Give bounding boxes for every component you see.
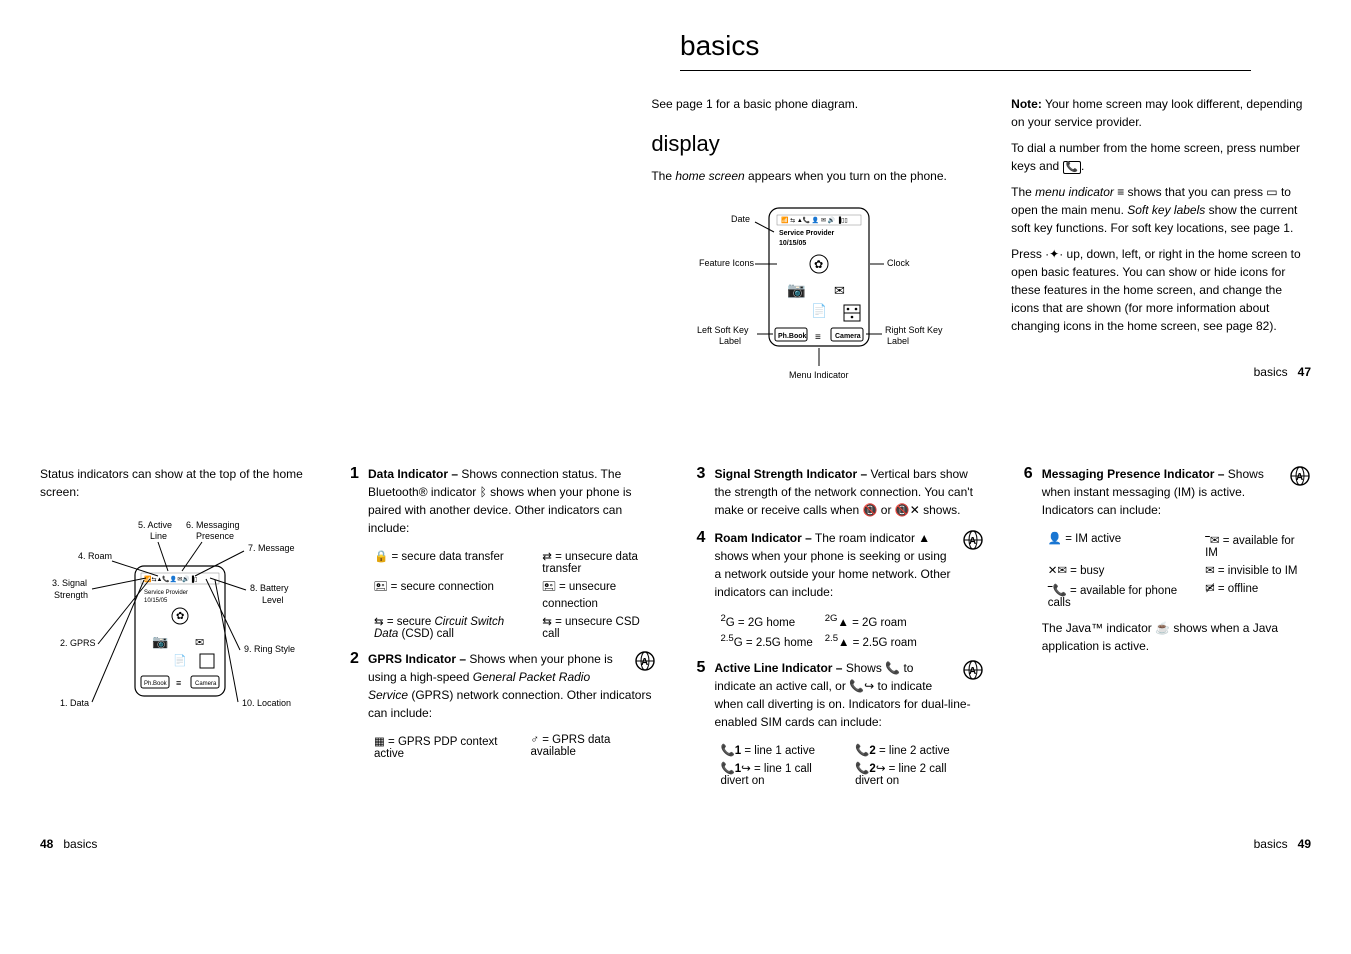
svg-text:Menu Indicator: Menu Indicator <box>789 370 849 380</box>
status-diagram: 📶⇆▲📞👤✉🔊▐▯ Service Provider 10/15/05 ✿ 📷 … <box>40 516 310 716</box>
svg-text:Camera: Camera <box>195 681 217 687</box>
svg-text:6. Messaging: 6. Messaging <box>186 520 240 530</box>
svg-text:📶⇆▲📞👤✉🔊▐▯: 📶⇆▲📞👤✉🔊▐▯ <box>144 575 197 583</box>
globe-icon: A <box>962 529 984 551</box>
svg-text:≡: ≡ <box>176 678 181 688</box>
svg-text:10/15/05: 10/15/05 <box>144 598 168 604</box>
svg-text:2. GPRS: 2. GPRS <box>60 638 96 648</box>
svg-text:Label: Label <box>887 336 909 346</box>
svg-text:8. Battery: 8. Battery <box>250 583 289 593</box>
indicator-table-4: 2G = 2G home2G▲ = 2G roam 2.5G = 2.5G ho… <box>714 611 922 651</box>
svg-text:📄: 📄 <box>811 303 827 318</box>
item-6: 6 A Messaging Presence Indicator – Shows… <box>1024 465 1311 519</box>
item-2: 2 A GPRS Indicator – Shows when your pho… <box>350 650 656 722</box>
globe-icon: A <box>962 659 984 681</box>
svg-text:A: A <box>641 657 648 668</box>
globe-icon: A <box>1289 465 1311 487</box>
svg-text:Camera: Camera <box>835 333 861 340</box>
svg-text:Service Provider: Service Provider <box>144 590 188 596</box>
svg-text:Level: Level <box>262 595 284 605</box>
dial-text: To dial a number from the home screen, p… <box>1011 139 1311 175</box>
svg-text:≡: ≡ <box>815 332 821 343</box>
display-text: The home screen appears when you turn on… <box>651 167 951 185</box>
svg-text:✉: ✉ <box>834 283 845 298</box>
svg-text:1. Data: 1. Data <box>60 698 89 708</box>
svg-text:Ph.Book: Ph.Book <box>144 681 168 687</box>
svg-text:A: A <box>1296 472 1303 483</box>
svg-text:📷: 📷 <box>787 282 806 299</box>
globe-icon: A <box>634 650 656 672</box>
svg-text:Feature Icons: Feature Icons <box>699 258 755 268</box>
svg-text:Right Soft Key: Right Soft Key <box>885 325 943 335</box>
svg-text:7. Message: 7. Message <box>248 543 295 553</box>
item-3: 3 Signal Strength Indicator – Vertical b… <box>696 465 983 519</box>
press-text: Press ·✦· up, down, left, or right in th… <box>1011 245 1311 335</box>
svg-text:📷: 📷 <box>152 634 168 649</box>
java-text: The Java™ indicator ☕ shows when a Java … <box>1042 619 1311 655</box>
svg-text:✉: ✉ <box>195 637 204 649</box>
svg-text:A: A <box>969 536 976 547</box>
svg-text:✿: ✿ <box>176 611 184 622</box>
item-1: 1 Data Indicator – Shows connection stat… <box>350 465 656 537</box>
indicator-table-2: ▦ = GPRS PDP context active♂ = GPRS data… <box>368 732 656 762</box>
svg-text:5. Active: 5. Active <box>138 520 172 530</box>
diagram-date: 10/15/05 <box>779 240 806 247</box>
svg-text:Left Soft Key: Left Soft Key <box>697 325 749 335</box>
svg-text:9. Ring Style: 9. Ring Style <box>244 644 295 654</box>
note-text: Note: Your home screen may look differen… <box>1011 95 1311 131</box>
diagram-provider: Service Provider <box>779 230 835 237</box>
svg-text:📶 ⇆ ▲📞 👤 ✉ 🔊 ▐▯▯: 📶 ⇆ ▲📞 👤 ✉ 🔊 ▐▯▯ <box>781 216 848 224</box>
svg-text:✿: ✿ <box>814 259 823 271</box>
intro-text: See page 1 for a basic phone diagram. <box>651 95 951 113</box>
item-5: 5 A Active Line Indicator – Shows 📞 to i… <box>696 659 983 731</box>
indicator-table-1: 🔒 = secure data transfer⇄ = unsecure dat… <box>368 547 656 642</box>
svg-text:Line: Line <box>150 531 167 541</box>
svg-text:4. Roam: 4. Roam <box>78 551 112 561</box>
svg-text:10. Location: 10. Location <box>242 698 291 708</box>
page-footer: 48 basics basics 49 <box>40 837 1311 851</box>
svg-text:Date: Date <box>731 214 750 224</box>
indicator-table-5: 📞1 = line 1 active📞2 = line 2 active 📞1↪… <box>714 741 983 789</box>
svg-text:Strength: Strength <box>54 590 88 600</box>
item-4: 4 A Roam Indicator – The roam indicator … <box>696 529 983 601</box>
home-screen-diagram: 📶 ⇆ ▲📞 👤 ✉ 🔊 ▐▯▯ Service Provider 10/15/… <box>651 200 951 390</box>
svg-text:Presence: Presence <box>196 531 234 541</box>
svg-text:Label: Label <box>719 336 741 346</box>
svg-text:Ph.Book: Ph.Book <box>778 333 806 340</box>
menu-ind-text: The menu indicator ≡ shows that you can … <box>1011 183 1311 237</box>
status-intro: Status indicators can show at the top of… <box>40 465 310 501</box>
indicator-table-6: 👤 = IM active⎯✉ = available for IM ✕✉ = … <box>1042 529 1311 611</box>
page-title: basics <box>680 30 1251 71</box>
svg-text:3. Signal: 3. Signal <box>52 578 87 588</box>
svg-text:Clock: Clock <box>887 258 910 268</box>
display-heading: display <box>651 131 951 157</box>
svg-text:📄: 📄 <box>173 654 187 667</box>
svg-text:A: A <box>969 666 976 677</box>
page-47-footer: basics 47 <box>1011 365 1311 379</box>
